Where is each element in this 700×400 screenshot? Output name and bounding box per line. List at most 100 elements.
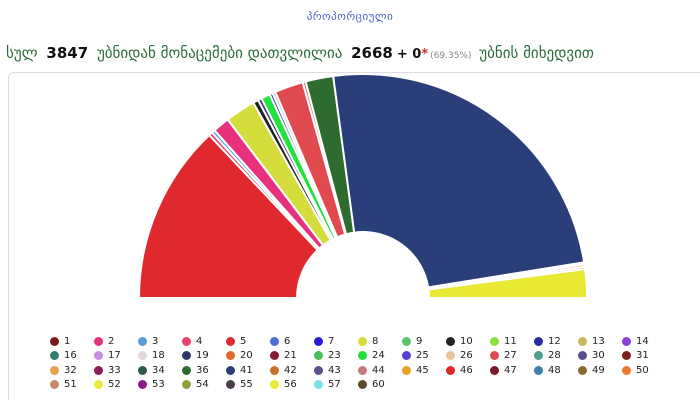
legend-label: 57 — [328, 379, 341, 390]
legend-item-4[interactable]: 4 — [182, 334, 202, 348]
legend-swatch — [50, 351, 59, 360]
legend-label: 18 — [152, 350, 165, 361]
legend-label: 20 — [240, 350, 253, 361]
legend-swatch — [138, 351, 147, 360]
legend-item-51[interactable]: 51 — [50, 378, 77, 392]
legend-item-47[interactable]: 47 — [490, 363, 517, 377]
legend-item-23[interactable]: 23 — [314, 349, 341, 363]
legend-item-56[interactable]: 56 — [270, 378, 297, 392]
legend-swatch — [138, 336, 147, 346]
legend-item-52[interactable]: 52 — [94, 378, 121, 392]
legend-item-9[interactable]: 9 — [402, 334, 422, 348]
legend-swatch — [226, 336, 235, 346]
legend-item-17[interactable]: 17 — [94, 349, 121, 363]
legend-swatch — [270, 380, 279, 389]
legend-item-5[interactable]: 5 — [226, 334, 246, 348]
legend-item-46[interactable]: 46 — [446, 363, 473, 377]
legend-item-28[interactable]: 28 — [534, 349, 561, 363]
legend-swatch — [402, 351, 411, 360]
legend-swatch — [314, 336, 323, 346]
legend-item-55[interactable]: 55 — [226, 378, 253, 392]
legend-item-45[interactable]: 45 — [402, 363, 429, 377]
legend-item-43[interactable]: 43 — [314, 363, 341, 377]
legend-item-8[interactable]: 8 — [358, 334, 378, 348]
legend-item-34[interactable]: 34 — [138, 363, 165, 377]
legend-swatch — [490, 351, 499, 360]
legend-item-27[interactable]: 27 — [490, 349, 517, 363]
legend-swatch — [226, 380, 235, 389]
summary-prefix: სულ — [6, 44, 38, 62]
legend-item-26[interactable]: 26 — [446, 349, 473, 363]
legend-item-20[interactable]: 20 — [226, 349, 253, 363]
tab-title[interactable]: პროპორციული — [306, 10, 394, 23]
legend-label: 34 — [152, 364, 165, 376]
legend-label: 19 — [196, 350, 209, 361]
legend-item-21[interactable]: 21 — [270, 349, 297, 363]
legend-swatch — [534, 351, 543, 360]
seat-semicircle-chart — [137, 73, 589, 299]
slice-party-5[interactable] — [137, 133, 320, 299]
legend-swatch — [490, 365, 499, 375]
legend-label: 27 — [504, 350, 517, 361]
legend-item-53[interactable]: 53 — [138, 378, 165, 392]
footnote-star: * — [421, 47, 429, 62]
legend-item-12[interactable]: 12 — [534, 334, 561, 348]
results-summary: სულ 3847 უბნიდან მონაცემები დათვლილია 26… — [6, 44, 696, 68]
legend-item-1[interactable]: 1 — [50, 334, 70, 348]
legend-item-31[interactable]: 31 — [622, 349, 649, 363]
legend-label: 28 — [548, 350, 561, 361]
legend-label: 31 — [636, 350, 649, 361]
legend-swatch — [402, 365, 411, 375]
legend-item-19[interactable]: 19 — [182, 349, 209, 363]
legend-label: 12 — [548, 335, 561, 347]
total-precincts: 3847 — [46, 44, 89, 62]
legend-item-42[interactable]: 42 — [270, 363, 297, 377]
legend-item-11[interactable]: 11 — [490, 334, 517, 348]
legend-item-54[interactable]: 54 — [182, 378, 209, 392]
legend-swatch — [358, 351, 367, 360]
legend-swatch — [402, 336, 411, 346]
legend-item-16[interactable]: 16 — [50, 349, 77, 363]
legend-swatch — [182, 380, 191, 389]
legend-item-49[interactable]: 49 — [578, 363, 605, 377]
legend-label: 13 — [592, 335, 605, 347]
legend-item-60[interactable]: 60 — [358, 378, 385, 392]
legend-label: 48 — [548, 364, 561, 376]
legend-item-30[interactable]: 30 — [578, 349, 605, 363]
slice-party-41[interactable] — [332, 73, 586, 289]
legend-swatch — [226, 351, 235, 360]
legend-label: 24 — [372, 350, 385, 361]
legend-item-24[interactable]: 24 — [358, 349, 385, 363]
legend-item-13[interactable]: 13 — [578, 334, 605, 348]
legend-label: 50 — [636, 364, 649, 376]
legend-item-2[interactable]: 2 — [94, 334, 114, 348]
legend-label: 56 — [284, 379, 297, 390]
legend-item-44[interactable]: 44 — [358, 363, 385, 377]
legend-item-10[interactable]: 10 — [446, 334, 473, 348]
legend-label: 10 — [460, 335, 473, 347]
legend-label: 17 — [108, 350, 121, 361]
legend-swatch — [534, 365, 543, 375]
legend-item-33[interactable]: 33 — [94, 363, 121, 377]
legend-item-57[interactable]: 57 — [314, 378, 341, 392]
legend-item-41[interactable]: 41 — [226, 363, 253, 377]
legend-item-7[interactable]: 7 — [314, 334, 334, 348]
added-precincts: + 0 — [396, 47, 422, 62]
legend-item-32[interactable]: 32 — [50, 363, 77, 377]
legend-label: 53 — [152, 379, 165, 390]
legend-item-3[interactable]: 3 — [138, 334, 158, 348]
legend-label: 6 — [284, 335, 291, 347]
legend-item-18[interactable]: 18 — [138, 349, 165, 363]
legend-item-48[interactable]: 48 — [534, 363, 561, 377]
legend-label: 4 — [196, 335, 203, 347]
legend-label: 21 — [284, 350, 297, 361]
legend-item-6[interactable]: 6 — [270, 334, 290, 348]
slice-party-56[interactable] — [427, 267, 589, 299]
legend-label: 9 — [416, 335, 423, 347]
legend-label: 46 — [460, 364, 473, 376]
legend-swatch — [622, 336, 631, 346]
legend-item-25[interactable]: 25 — [402, 349, 429, 363]
legend-item-36[interactable]: 36 — [182, 363, 209, 377]
legend-item-50[interactable]: 50 — [622, 363, 649, 377]
legend-item-14[interactable]: 14 — [622, 334, 649, 348]
